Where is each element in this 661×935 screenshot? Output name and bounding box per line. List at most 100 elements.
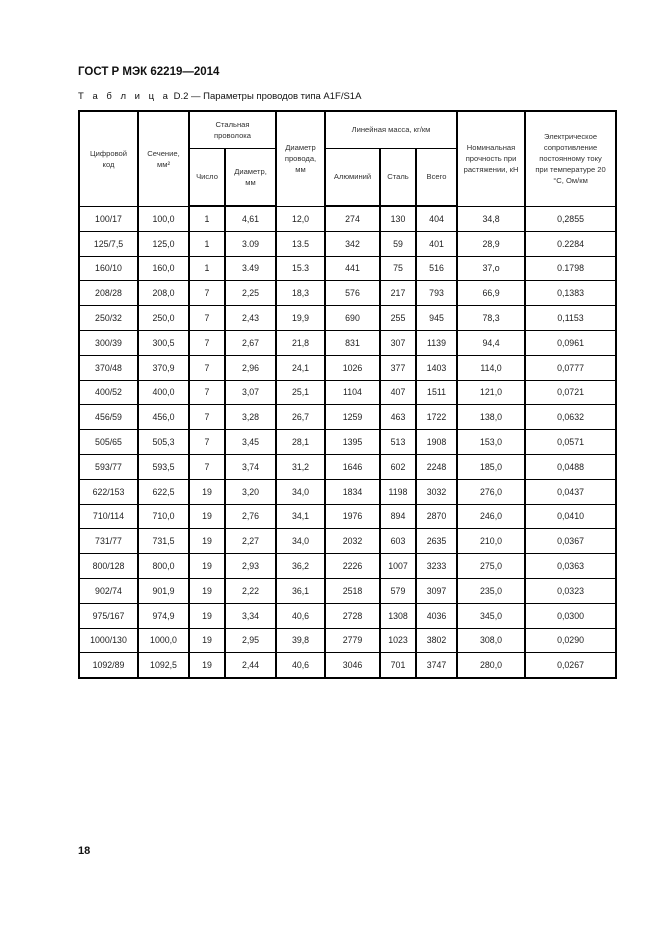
cell-mass-steel: 603 [379, 528, 417, 555]
cell-mass-aluminum: 690 [324, 305, 381, 331]
cell-resistance: 0,0410 [524, 503, 618, 530]
cell-steel-count: 7 [188, 305, 226, 331]
cell-mass-total: 3032 [414, 478, 459, 505]
cell-wire-diameter: 34,0 [275, 528, 326, 555]
cell-code: 710/114 [78, 503, 139, 530]
cell-code: 1092/89 [78, 652, 139, 679]
cell-code: 593/77 [78, 453, 139, 480]
cell-code: 731/77 [78, 528, 139, 555]
cell-steel-count: 7 [188, 379, 226, 406]
header-wire-diameter: Диаметр провода, мм [275, 110, 326, 207]
cell-code: 250/32 [78, 305, 139, 331]
cell-code: 100/17 [78, 205, 139, 232]
cell-resistance: 0,1383 [524, 280, 618, 307]
cell-mass-steel: 75 [379, 255, 417, 282]
cell-strength: 37,o [456, 255, 527, 282]
cell-strength: 153,0 [456, 429, 527, 455]
cell-wire-diameter: 24,1 [275, 354, 326, 381]
cell-mass-total: 1403 [414, 354, 459, 381]
page-number: 18 [78, 845, 91, 857]
cell-mass-aluminum: 2518 [324, 577, 381, 604]
header-steel-count: Число [188, 147, 226, 207]
cell-strength: 308,0 [456, 627, 527, 654]
table-row: 622/153 622,5 19 3,20 34,0 1834 1198 3032 276,0 0… [78, 478, 618, 505]
cell-resistance: 0,0721 [524, 379, 618, 406]
table-row: 505/65 505,3 7 3,45 28,1 1395 513 1908 153,0 0,05… [78, 429, 618, 455]
cell-mass-total: 2870 [414, 503, 459, 530]
cell-code: 456/59 [78, 404, 139, 431]
cell-mass-aluminum: 1646 [324, 453, 381, 480]
cell-mass-steel: 1007 [379, 553, 417, 579]
cell-mass-aluminum: 3046 [324, 652, 381, 679]
cell-code: 370/48 [78, 354, 139, 381]
table-row: 1092/89 1092,5 19 2,44 40,6 3046 701 3747 280,0 0… [78, 652, 618, 679]
cell-strength: 275,0 [456, 553, 527, 579]
cell-resistance: 0,0300 [524, 602, 618, 629]
table-row: 593/77 593,5 7 3,74 31,2 1646 602 2248 185,0 0,04… [78, 453, 618, 480]
cell-steel-diameter: 3,28 [224, 404, 277, 431]
cell-strength: 78,3 [456, 305, 527, 331]
cell-section: 400,0 [137, 379, 190, 406]
cell-steel-diameter: 2,27 [224, 528, 277, 555]
cell-resistance: 0,0488 [524, 453, 618, 480]
table-row: 400/52 400,0 7 3,07 25,1 1104 407 1511 121,0 0,07… [78, 379, 618, 406]
cell-code: 1000/130 [78, 627, 139, 654]
cell-mass-steel: 1308 [379, 602, 417, 629]
header-strength: Номинальная прочность при растяжении, кН [456, 110, 527, 207]
cell-steel-count: 19 [188, 478, 226, 505]
cell-steel-count: 7 [188, 429, 226, 455]
cell-section: 1092,5 [137, 652, 190, 679]
cell-strength: 280,0 [456, 652, 527, 679]
cell-steel-count: 1 [188, 255, 226, 282]
cell-code: 208/28 [78, 280, 139, 307]
cell-mass-total: 401 [414, 230, 459, 257]
cell-section: 250,0 [137, 305, 190, 331]
cell-steel-diameter: 2,43 [224, 305, 277, 331]
cell-steel-diameter: 3,20 [224, 478, 277, 505]
cell-wire-diameter: 19,9 [275, 305, 326, 331]
cell-steel-count: 1 [188, 230, 226, 257]
cell-section: 125,0 [137, 230, 190, 257]
cell-mass-total: 1139 [414, 329, 459, 356]
cell-resistance: 0,0777 [524, 354, 618, 381]
cell-mass-aluminum: 1834 [324, 478, 381, 505]
cell-code: 975/167 [78, 602, 139, 629]
cell-steel-count: 7 [188, 329, 226, 356]
cell-section: 300,5 [137, 329, 190, 356]
cell-mass-total: 945 [414, 305, 459, 331]
cell-strength: 246,0 [456, 503, 527, 530]
cell-strength: 34,8 [456, 205, 527, 232]
cell-mass-aluminum: 1259 [324, 404, 381, 431]
cell-section: 160,0 [137, 255, 190, 282]
cell-steel-diameter: 3.09 [224, 230, 277, 257]
cell-strength: 138,0 [456, 404, 527, 431]
table-row: 125/7,5 125,0 1 3.09 13.5 342 59 401 28,9 0.2284 [78, 230, 618, 257]
cell-mass-total: 4036 [414, 602, 459, 629]
table-row: 300/39 300,5 7 2,67 21,8 831 307 1139 94,4 0,0961 [78, 329, 618, 356]
cell-steel-diameter: 4,61 [224, 205, 277, 232]
cell-mass-aluminum: 441 [324, 255, 381, 282]
cell-section: 974,9 [137, 602, 190, 629]
cell-steel-count: 19 [188, 652, 226, 679]
cell-steel-diameter: 2,76 [224, 503, 277, 530]
cell-steel-count: 19 [188, 528, 226, 555]
cell-mass-aluminum: 831 [324, 329, 381, 356]
cell-mass-total: 2248 [414, 453, 459, 480]
cell-resistance: 0,0961 [524, 329, 618, 356]
cell-steel-diameter: 2,96 [224, 354, 277, 381]
table-row: 902/74 901,9 19 2,22 36,1 2518 579 3097 235,0 0,0… [78, 577, 618, 604]
cell-steel-diameter: 2,95 [224, 627, 277, 654]
cell-mass-steel: 602 [379, 453, 417, 480]
cell-steel-count: 7 [188, 453, 226, 480]
cell-steel-diameter: 3.49 [224, 255, 277, 282]
cell-code: 902/74 [78, 577, 139, 604]
caption-text: D.2 — Параметры проводов типа A1F/S1A [170, 91, 362, 102]
cell-wire-diameter: 34,0 [275, 478, 326, 505]
cell-steel-count: 7 [188, 280, 226, 307]
wire-parameters-table: Цифровой код Сечение, мм² Стальная прово… [78, 110, 618, 680]
table-row: 710/114 710,0 19 2,76 34,1 1976 894 2870 246,0 0,… [78, 503, 618, 530]
cell-code: 160/10 [78, 255, 139, 282]
cell-steel-diameter: 2,93 [224, 553, 277, 579]
cell-wire-diameter: 26,7 [275, 404, 326, 431]
cell-wire-diameter: 15.3 [275, 255, 326, 282]
